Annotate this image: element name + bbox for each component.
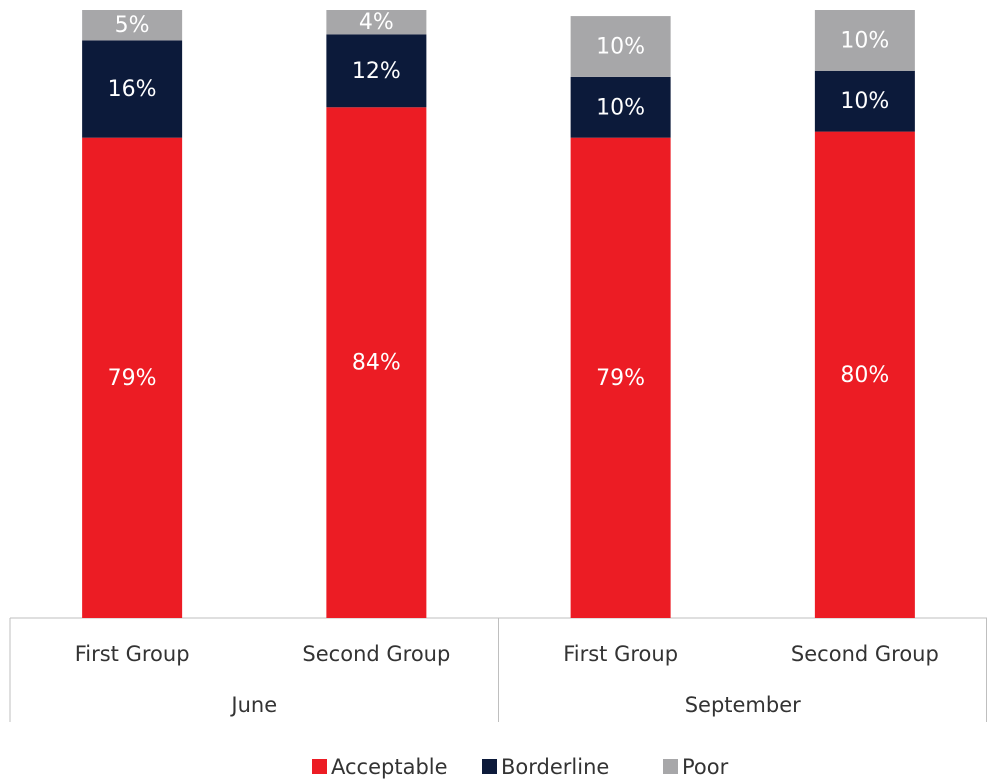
bar-segment — [570, 76, 671, 138]
legend-label: Poor — [682, 755, 729, 779]
bar-segment — [814, 70, 915, 132]
x-tick-label: Second Group — [791, 642, 939, 666]
bar-segment — [82, 40, 183, 138]
legend-swatch — [312, 759, 327, 774]
x-tick-label: Second Group — [302, 642, 450, 666]
group-label: June — [229, 693, 277, 717]
data-label: 16% — [108, 77, 157, 102]
data-label: 10% — [596, 34, 645, 59]
data-label: 10% — [840, 28, 889, 53]
data-label: 5% — [115, 13, 150, 38]
bar-segment — [814, 131, 915, 618]
data-label: 10% — [840, 89, 889, 114]
group-label: September — [685, 693, 801, 717]
legend-swatch — [663, 759, 678, 774]
legend-label: Borderline — [501, 755, 609, 779]
data-label: 79% — [108, 366, 157, 391]
legend-swatch — [482, 759, 497, 774]
data-label: 79% — [596, 366, 645, 391]
bar-segment — [814, 10, 915, 71]
data-label: 80% — [840, 363, 889, 388]
data-label: 10% — [596, 95, 645, 120]
bar-segment — [326, 107, 427, 618]
bar-segment — [570, 137, 671, 618]
data-label: 4% — [359, 10, 394, 35]
x-tick-label: First Group — [75, 642, 190, 666]
bar-segment — [326, 10, 427, 35]
x-tick-label: First Group — [563, 642, 678, 666]
bar-segment — [82, 137, 183, 618]
legend-label: Acceptable — [331, 755, 448, 779]
bar-segment — [326, 34, 427, 108]
bar-segment — [570, 16, 671, 77]
bar-segment — [82, 10, 183, 41]
data-label: 84% — [352, 351, 401, 376]
data-label: 12% — [352, 59, 401, 84]
